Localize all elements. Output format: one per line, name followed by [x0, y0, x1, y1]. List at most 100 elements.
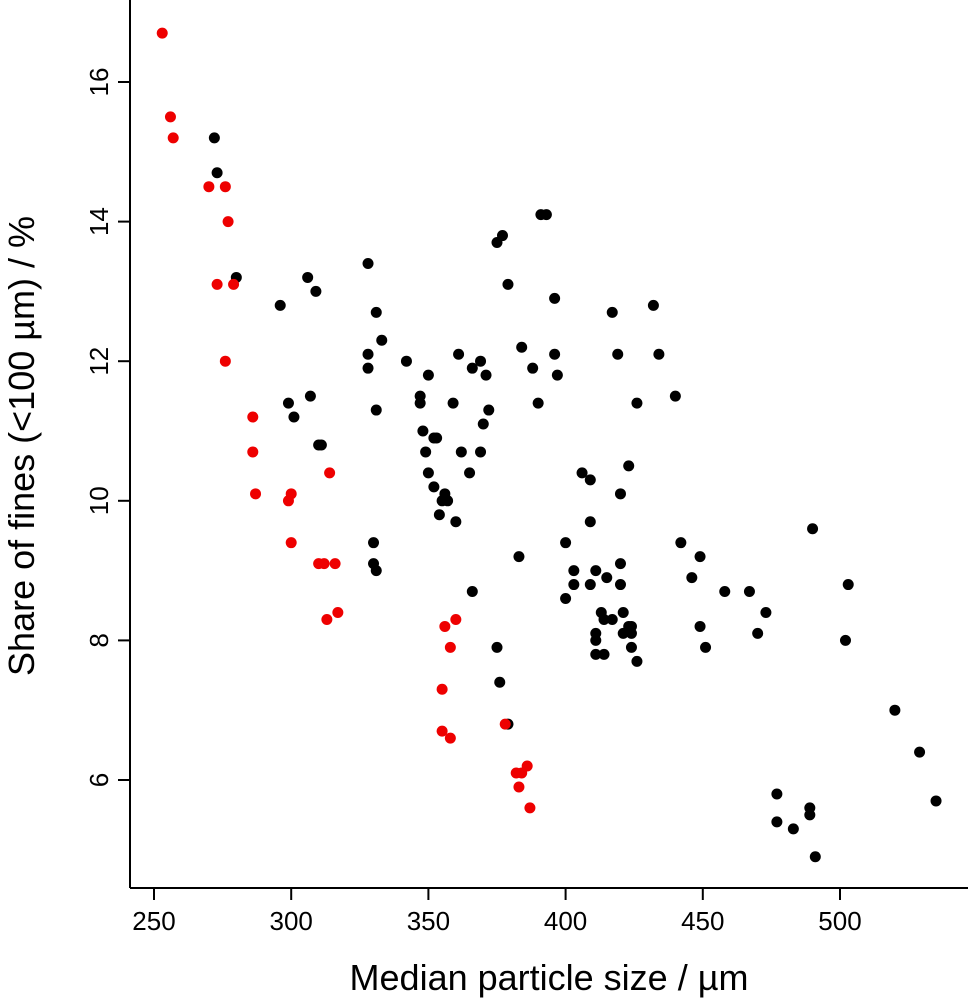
data-point-red: [436, 725, 448, 737]
y-tick-label: 16: [84, 68, 114, 97]
data-point-black: [532, 397, 544, 409]
data-point-black: [631, 655, 643, 667]
y-tick-label: 6: [84, 773, 114, 787]
data-point-red: [436, 683, 448, 695]
data-point-black: [302, 271, 314, 283]
data-point-red: [332, 606, 344, 618]
data-point-red: [439, 620, 451, 632]
data-point-red: [444, 732, 456, 744]
data-point-black: [560, 537, 572, 549]
data-point-black: [362, 362, 374, 374]
data-point-red: [247, 411, 259, 423]
data-point-black: [274, 299, 286, 311]
data-point-red: [167, 132, 179, 144]
data-point-black: [771, 788, 783, 800]
data-point-black: [889, 704, 901, 716]
data-point-black: [362, 348, 374, 360]
data-point-black: [598, 613, 610, 625]
data-point-black: [370, 404, 382, 416]
data-point-black: [513, 551, 525, 563]
data-point-red: [203, 181, 215, 193]
data-point-black: [540, 209, 552, 221]
data-point-black: [549, 292, 561, 304]
data-point-black: [475, 446, 487, 458]
data-point-black: [516, 341, 528, 353]
y-tick-label: 10: [84, 486, 114, 515]
data-point-black: [568, 565, 580, 577]
data-point-black: [669, 390, 681, 402]
data-point-black: [807, 523, 819, 535]
data-point-black: [787, 823, 799, 835]
data-point-red: [222, 216, 234, 228]
data-point-black: [551, 369, 563, 381]
data-point-black: [422, 467, 434, 479]
data-point-black: [631, 397, 643, 409]
data-point-black: [617, 606, 629, 618]
data-point-black: [400, 355, 412, 367]
data-point-black: [310, 285, 322, 297]
x-tick-label: 400: [544, 906, 587, 936]
data-point-black: [420, 446, 432, 458]
data-point-black: [590, 648, 602, 660]
data-point-red: [318, 558, 330, 570]
data-point-black: [647, 299, 659, 311]
data-point-red: [282, 495, 294, 507]
data-point-black: [612, 348, 624, 360]
x-tick-label: 350: [407, 906, 450, 936]
data-point-black: [584, 474, 596, 486]
y-tick-label: 8: [84, 633, 114, 647]
data-point-red: [329, 558, 341, 570]
data-point-red: [219, 181, 231, 193]
data-point-black: [414, 390, 426, 402]
data-point-black: [625, 641, 637, 653]
y-tick-label: 12: [84, 347, 114, 376]
data-point-black: [590, 565, 602, 577]
data-point-black: [614, 579, 626, 591]
data-point-black: [282, 397, 294, 409]
data-point-black: [614, 488, 626, 500]
data-point-black: [439, 488, 451, 500]
data-point-black: [288, 411, 300, 423]
data-point-black: [752, 627, 764, 639]
data-point-black: [447, 397, 459, 409]
data-point-black: [370, 306, 382, 318]
data-point-black: [208, 132, 220, 144]
data-point-red: [228, 278, 240, 290]
y-tick-label: 14: [84, 207, 114, 236]
data-point-red: [450, 613, 462, 625]
data-point-black: [527, 362, 539, 374]
data-point-black: [362, 257, 374, 269]
data-point-black: [464, 467, 476, 479]
data-point-black: [466, 362, 478, 374]
data-point-black: [466, 586, 478, 598]
data-point-red: [499, 718, 511, 730]
data-point-black: [584, 579, 596, 591]
data-point-black: [686, 572, 698, 584]
data-point-black: [598, 648, 610, 660]
data-point-red: [524, 802, 536, 814]
x-axis-title: Median particle size / µm: [350, 957, 749, 998]
data-point-black: [450, 516, 462, 528]
data-point-black: [417, 425, 429, 437]
data-point-red: [324, 467, 336, 479]
data-points: [156, 27, 942, 863]
data-point-black: [601, 572, 613, 584]
data-point-black: [804, 809, 816, 821]
x-tick-label: 500: [818, 906, 861, 936]
data-point-black: [370, 565, 382, 577]
data-point-black: [694, 551, 706, 563]
data-point-black: [700, 641, 712, 653]
data-point-red: [513, 781, 525, 793]
x-tick-label: 450: [681, 906, 724, 936]
data-point-black: [480, 369, 492, 381]
data-point-black: [842, 579, 854, 591]
data-point-black: [760, 606, 772, 618]
data-point-black: [839, 634, 851, 646]
data-point-black: [549, 348, 561, 360]
data-point-black: [422, 369, 434, 381]
data-point-black: [606, 306, 618, 318]
data-point-black: [625, 620, 637, 632]
y-ticks: 6 8 10 12 14 16: [84, 68, 130, 787]
data-point-black: [368, 537, 380, 549]
data-point-black: [606, 613, 618, 625]
